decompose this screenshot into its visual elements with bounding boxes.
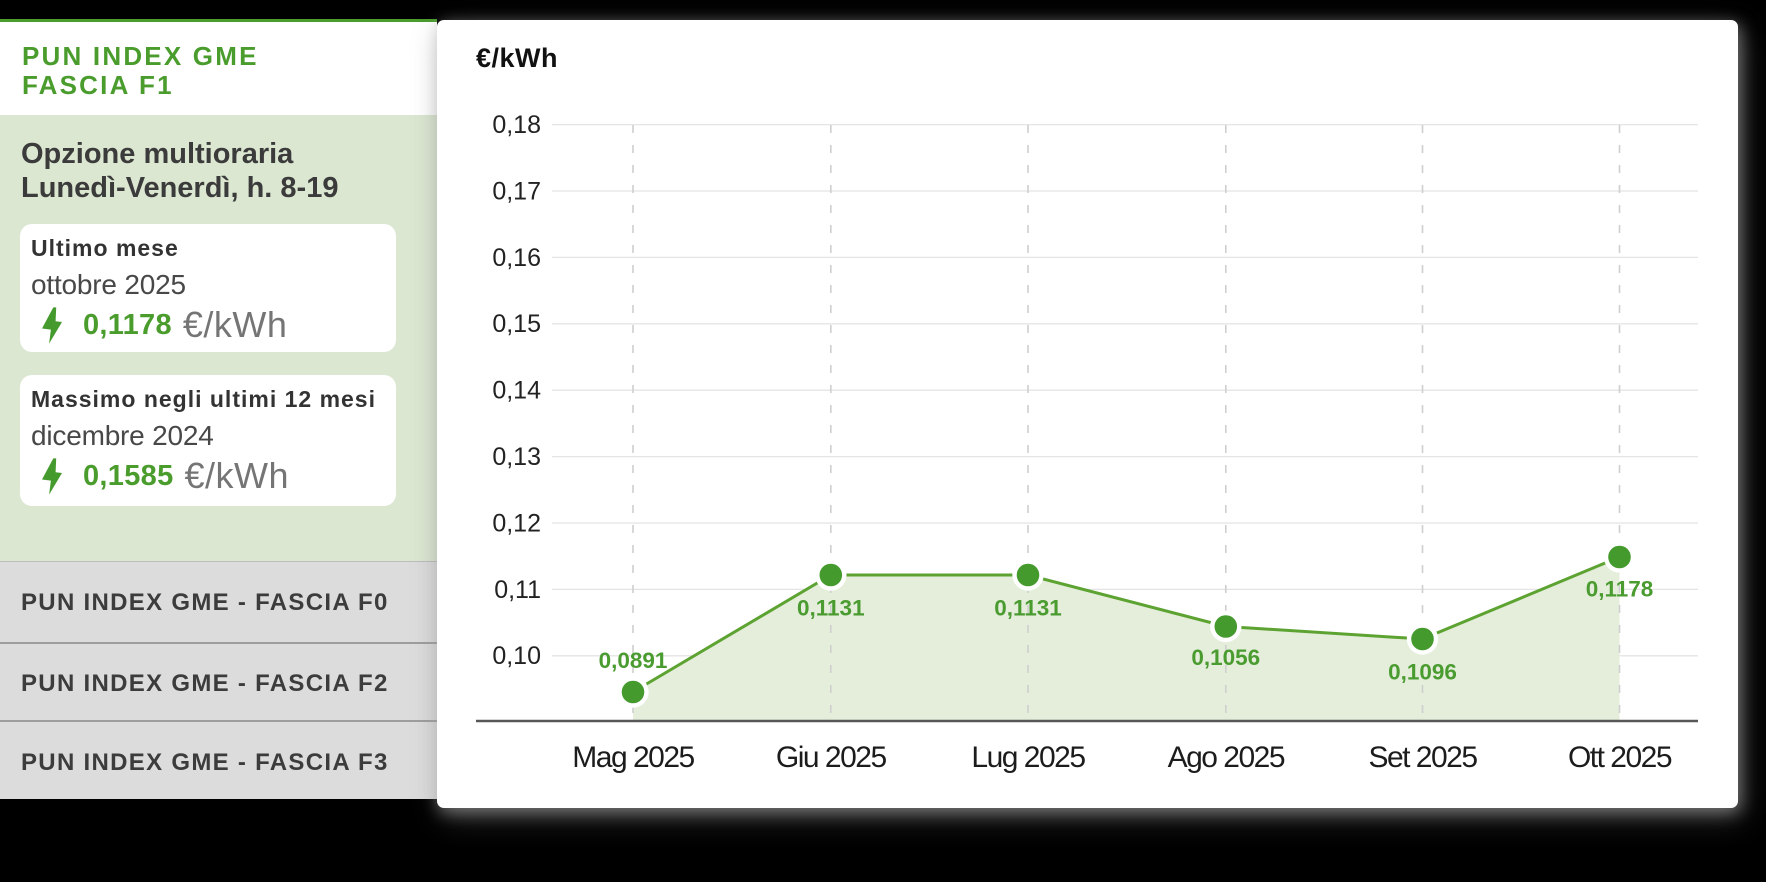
svg-text:€/kWh: €/kWh (476, 43, 558, 73)
svg-text:0,1096: 0,1096 (1388, 660, 1457, 685)
svg-text:Ago 2025: Ago 2025 (1168, 741, 1285, 774)
svg-text:0,13: 0,13 (492, 443, 541, 471)
svg-text:0,18: 0,18 (492, 111, 541, 139)
svg-text:0,17: 0,17 (492, 177, 541, 205)
svg-text:0,1178: 0,1178 (1586, 577, 1654, 602)
svg-text:0,1131: 0,1131 (797, 596, 865, 621)
svg-text:0,10: 0,10 (492, 642, 541, 670)
svg-text:0,1056: 0,1056 (1191, 645, 1260, 670)
svg-text:0,1131: 0,1131 (994, 596, 1062, 621)
svg-text:0,11: 0,11 (494, 576, 541, 604)
svg-text:0,0891: 0,0891 (599, 648, 668, 673)
svg-text:Giu 2025: Giu 2025 (776, 741, 887, 774)
svg-text:Ott 2025: Ott 2025 (1568, 741, 1672, 774)
svg-text:Set 2025: Set 2025 (1368, 741, 1477, 774)
svg-text:Lug 2025: Lug 2025 (971, 741, 1085, 774)
svg-text:0,14: 0,14 (492, 377, 541, 405)
svg-text:Mag 2025: Mag 2025 (572, 741, 694, 774)
svg-text:0,15: 0,15 (492, 310, 541, 338)
svg-text:0,12: 0,12 (492, 509, 541, 537)
svg-text:0,16: 0,16 (492, 244, 541, 272)
